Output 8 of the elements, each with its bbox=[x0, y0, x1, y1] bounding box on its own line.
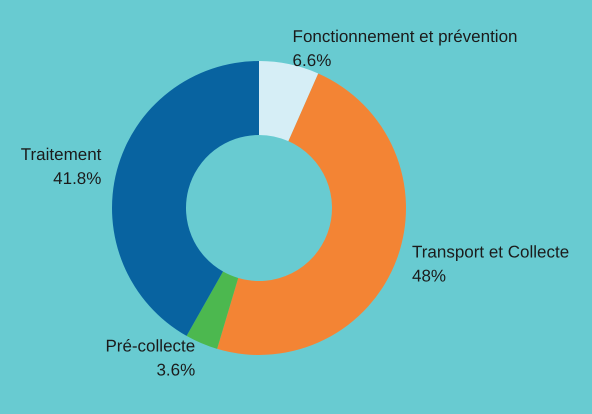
slice-label: Traitement bbox=[20, 144, 102, 164]
data-label: 3.6% bbox=[156, 360, 196, 380]
data-label: 41.8% bbox=[53, 168, 102, 188]
data-label: 6.6% bbox=[292, 50, 332, 70]
slice-label: Pré-collecte bbox=[105, 336, 196, 356]
slice-label: Fonctionnement et prévention bbox=[292, 26, 518, 46]
data-label: 48% bbox=[412, 266, 446, 286]
slice-label: Transport et Collecte bbox=[412, 242, 570, 262]
